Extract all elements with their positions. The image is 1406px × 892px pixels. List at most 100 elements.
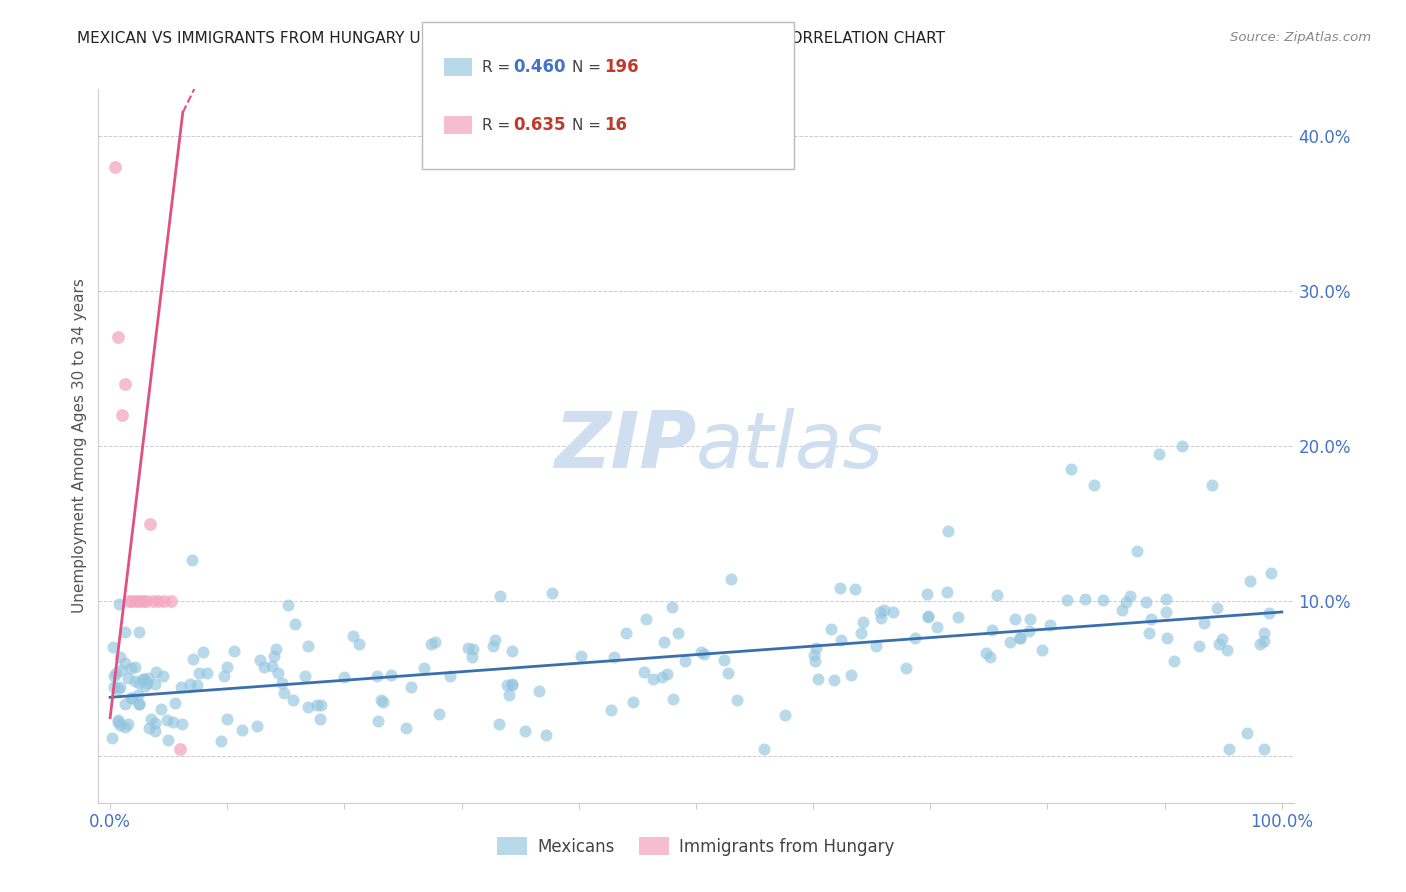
Point — [297, 639, 319, 653]
Point — [136, 676, 159, 690]
Point — [830, 632, 852, 647]
Point — [1060, 462, 1083, 476]
Point — [127, 688, 149, 702]
Point — [121, 691, 143, 706]
Point — [820, 622, 842, 636]
Point — [150, 702, 173, 716]
Text: N =: N = — [572, 60, 606, 75]
Point — [1171, 439, 1194, 453]
Point — [917, 609, 939, 624]
Point — [134, 679, 156, 693]
Point — [186, 678, 208, 692]
Point — [103, 680, 125, 694]
Point — [148, 594, 170, 608]
Point — [852, 615, 875, 630]
Point — [823, 673, 845, 687]
Text: 0.635: 0.635 — [513, 117, 565, 135]
Point — [399, 680, 422, 694]
Point — [231, 723, 253, 738]
Point — [309, 698, 332, 712]
Point — [135, 594, 157, 608]
Point — [633, 665, 655, 679]
Point — [160, 594, 183, 608]
Point — [720, 572, 742, 586]
Point — [439, 669, 461, 683]
Point — [1154, 592, 1177, 607]
Point — [128, 594, 150, 608]
Point — [181, 553, 204, 567]
Point — [145, 665, 167, 679]
Text: ZIP: ZIP — [554, 408, 696, 484]
Point — [673, 654, 696, 668]
Point — [1031, 642, 1053, 657]
Point — [107, 681, 129, 696]
Point — [534, 728, 557, 742]
Point — [419, 637, 441, 651]
Point — [936, 524, 959, 539]
Point — [839, 668, 862, 682]
Point — [264, 642, 287, 657]
Point — [156, 713, 179, 727]
Point — [1111, 602, 1133, 616]
Point — [114, 657, 136, 671]
Point — [651, 670, 673, 684]
Point — [1216, 643, 1239, 657]
Point — [1188, 639, 1211, 653]
Point — [1211, 632, 1233, 647]
Point — [1039, 618, 1062, 632]
Point — [773, 707, 796, 722]
Point — [170, 680, 193, 694]
Point — [498, 689, 520, 703]
Point — [1125, 544, 1147, 558]
Point — [427, 707, 450, 722]
Point — [1019, 612, 1042, 626]
Point — [169, 741, 191, 756]
Point — [128, 676, 150, 690]
Point — [634, 612, 657, 626]
Text: R =: R = — [482, 118, 516, 133]
Point — [104, 665, 127, 680]
Point — [308, 712, 330, 726]
Point — [249, 653, 271, 667]
Point — [904, 631, 927, 645]
Point — [1253, 741, 1275, 756]
Point — [181, 651, 204, 665]
Point — [655, 666, 678, 681]
Point — [925, 619, 948, 633]
Point — [1119, 589, 1142, 603]
Point — [1056, 592, 1078, 607]
Y-axis label: Unemployment Among Ages 30 to 34 years: Unemployment Among Ages 30 to 34 years — [72, 278, 87, 614]
Point — [865, 639, 887, 653]
Point — [162, 714, 184, 729]
Text: MEXICAN VS IMMIGRANTS FROM HUNGARY UNEMPLOYMENT AMONG AGES 30 TO 34 YEARS CORREL: MEXICAN VS IMMIGRANTS FROM HUNGARY UNEMP… — [77, 31, 945, 46]
Point — [395, 721, 418, 735]
Point — [283, 693, 305, 707]
Point — [101, 731, 124, 745]
Point — [614, 626, 637, 640]
Point — [131, 672, 153, 686]
Point — [830, 582, 852, 596]
Point — [143, 677, 166, 691]
Point — [114, 697, 136, 711]
Point — [869, 605, 891, 619]
Point — [457, 640, 479, 655]
Point — [114, 376, 136, 391]
Point — [103, 668, 125, 682]
Point — [461, 642, 484, 657]
Point — [894, 661, 917, 675]
Point — [246, 718, 269, 732]
Point — [139, 516, 162, 531]
Point — [849, 626, 872, 640]
Point — [1239, 574, 1261, 588]
Text: 16: 16 — [605, 117, 627, 135]
Point — [501, 644, 523, 658]
Point — [540, 585, 562, 599]
Point — [1140, 612, 1163, 626]
Point — [107, 330, 129, 344]
Point — [1018, 624, 1040, 639]
Point — [110, 663, 132, 677]
Point — [152, 669, 174, 683]
Point — [125, 594, 148, 608]
Point — [1192, 615, 1215, 630]
Text: Source: ZipAtlas.com: Source: ZipAtlas.com — [1230, 31, 1371, 45]
